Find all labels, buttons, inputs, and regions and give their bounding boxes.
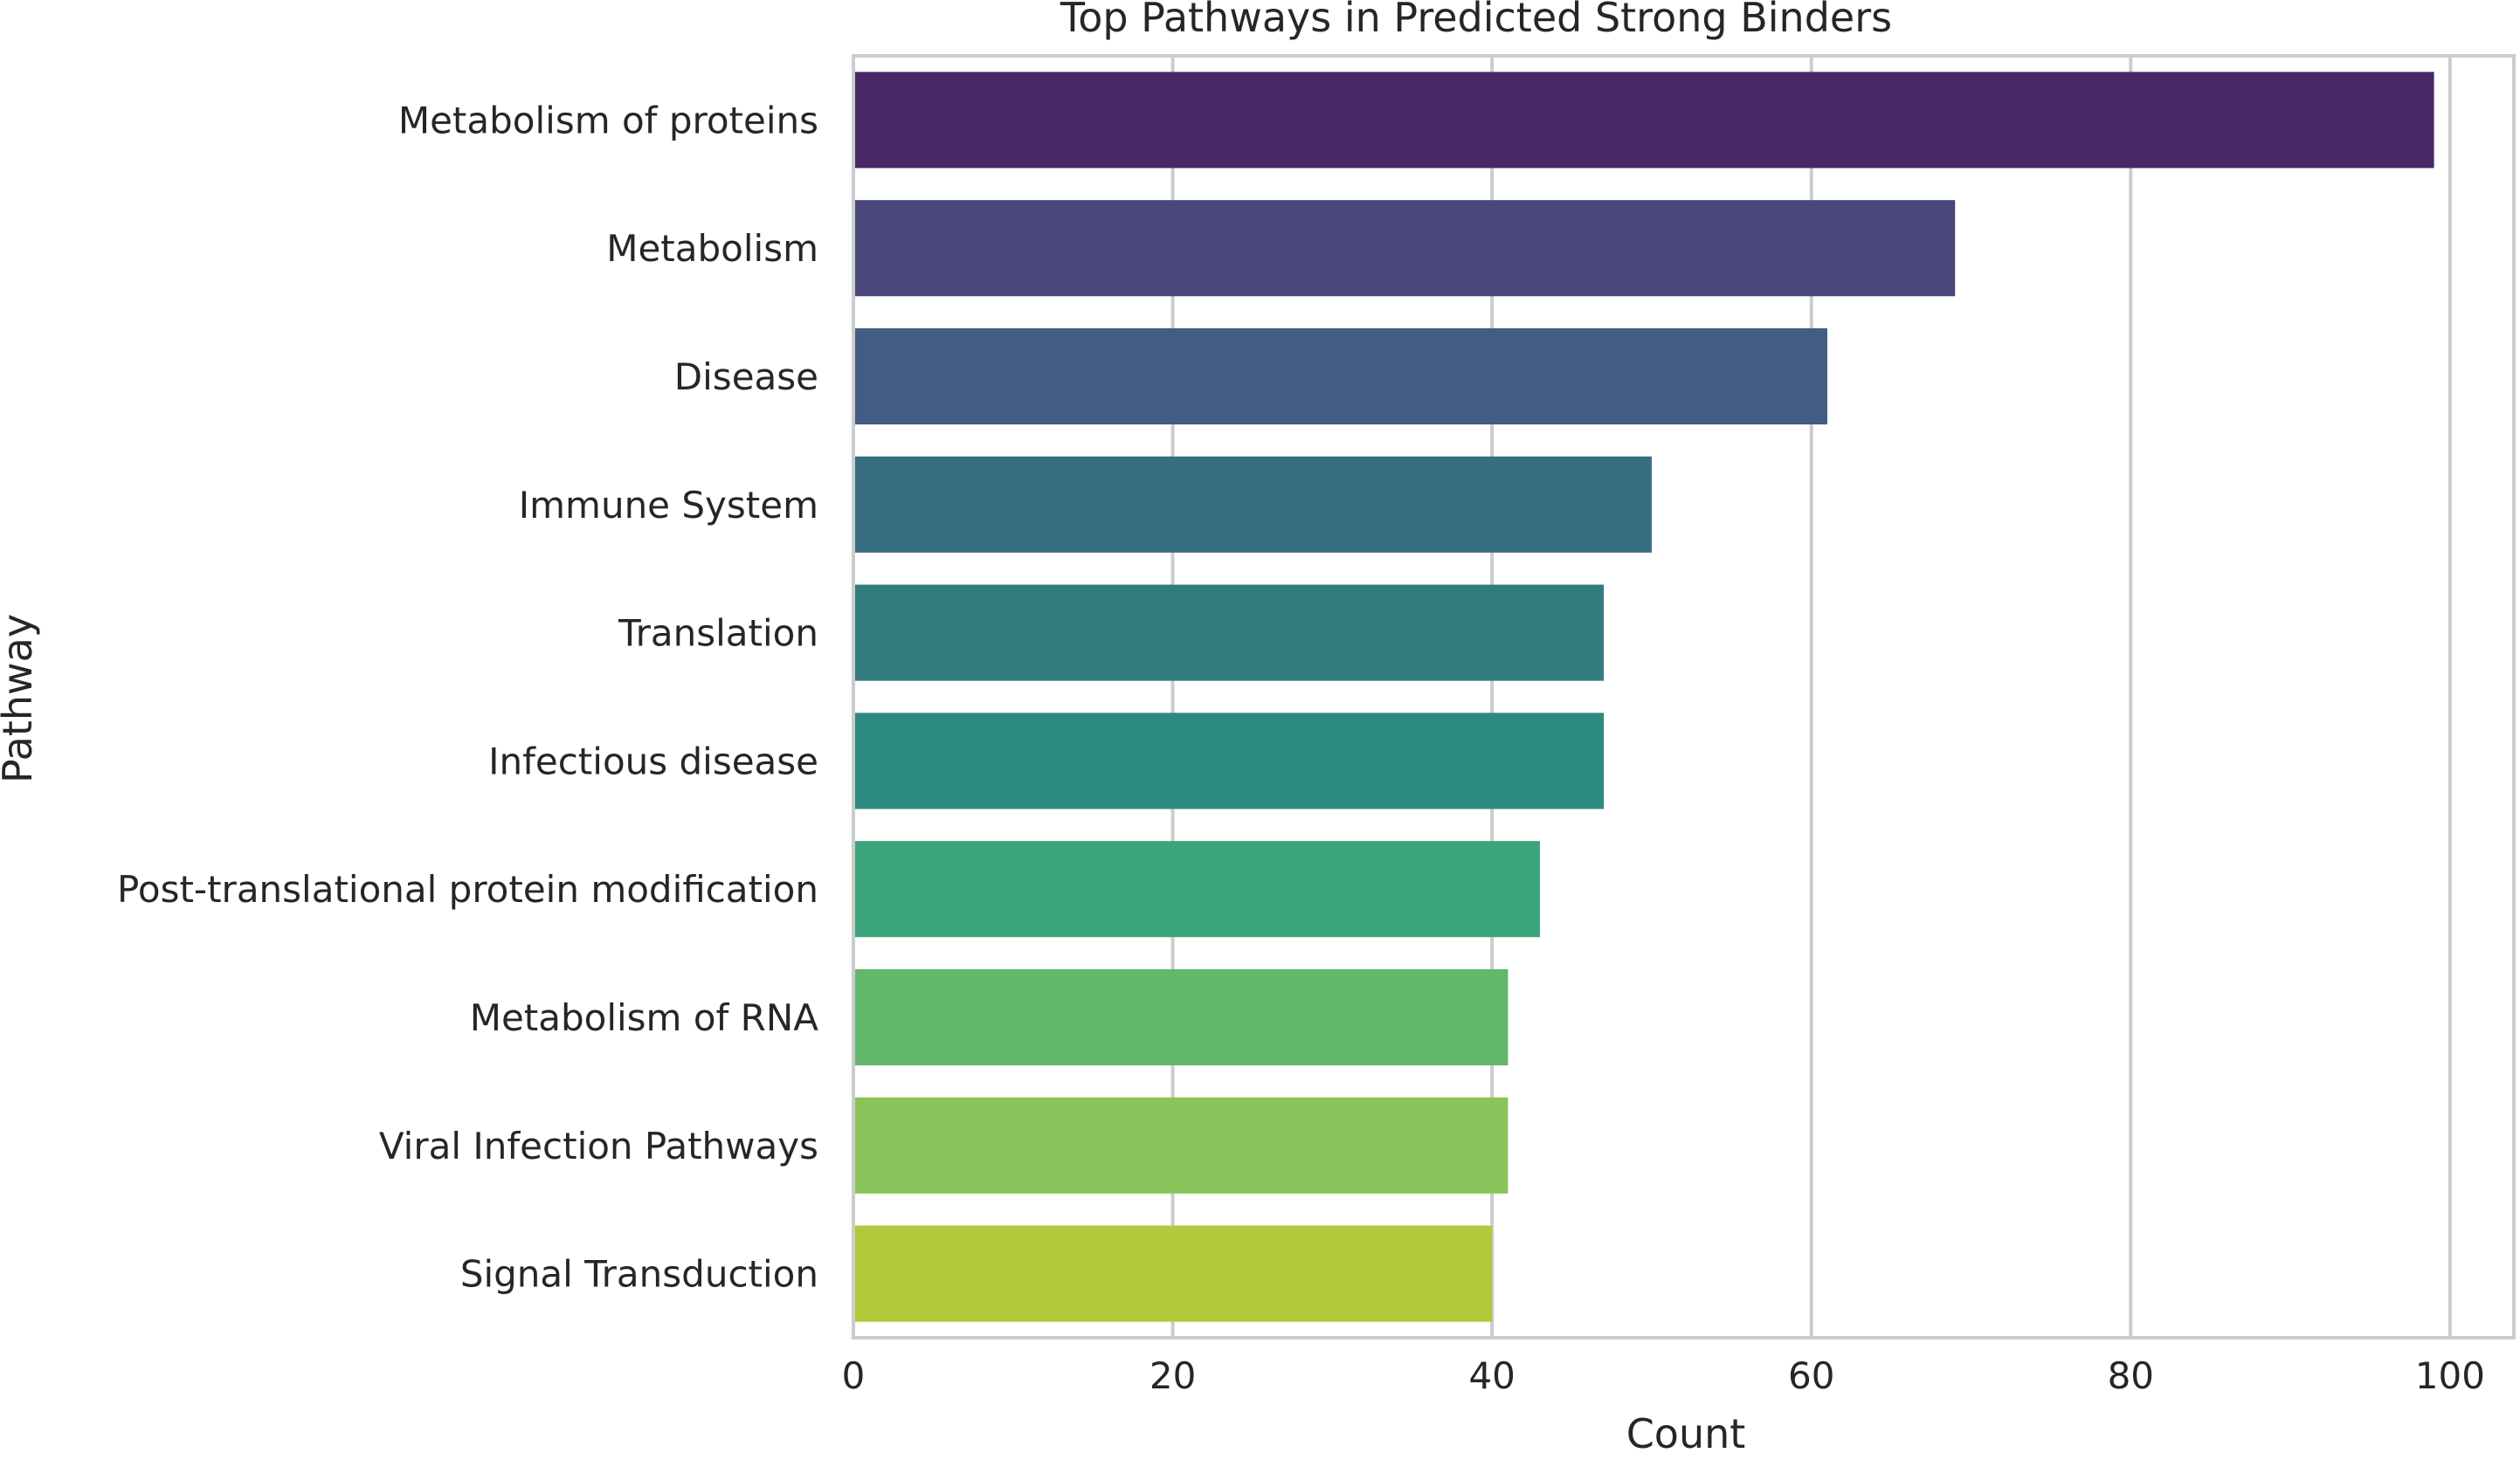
plot-frame	[852, 54, 2516, 1339]
y-tick-label: Metabolism of RNA	[470, 996, 819, 1039]
x-tick-label: 80	[2108, 1354, 2154, 1397]
x-tick-label: 100	[2415, 1354, 2485, 1397]
x-tick-label: 40	[1468, 1354, 1515, 1397]
x-tick-label: 60	[1788, 1354, 1834, 1397]
x-tick-labels: 0 20 40 60 80 100	[842, 1354, 2485, 1397]
bar	[853, 72, 2434, 169]
bar	[853, 1097, 1509, 1194]
bars	[853, 72, 2434, 1322]
y-tick-labels: Metabolism of proteins Metabolism Disease I…	[117, 99, 818, 1295]
bar	[853, 968, 1509, 1066]
bar	[853, 1225, 1493, 1322]
bar	[853, 456, 1652, 553]
bar	[853, 713, 1605, 809]
bar	[853, 841, 1540, 938]
y-tick-label: Infectious disease	[488, 740, 818, 782]
x-tick-label: 0	[842, 1354, 866, 1397]
x-tick-label: 20	[1150, 1354, 1196, 1397]
chart-title: Top Pathways in Predicted Strong Binders	[1060, 0, 1892, 41]
y-tick-label: Metabolism of proteins	[398, 99, 818, 141]
y-tick-label: Metabolism	[606, 227, 818, 270]
y-tick-label: Immune System	[519, 484, 818, 527]
y-tick-label: Disease	[674, 355, 818, 398]
y-tick-label: Post-translational protein modification	[117, 868, 818, 911]
y-tick-label: Signal Transduction	[460, 1253, 818, 1296]
bar	[853, 584, 1605, 681]
x-axis-label: Count	[1626, 1410, 1746, 1457]
y-tick-label: Translation	[618, 612, 818, 655]
bar	[853, 327, 1828, 425]
y-tick-label: Viral Infection Pathways	[379, 1125, 818, 1167]
y-axis-label: Pathway	[0, 614, 41, 783]
bar	[853, 200, 1956, 297]
